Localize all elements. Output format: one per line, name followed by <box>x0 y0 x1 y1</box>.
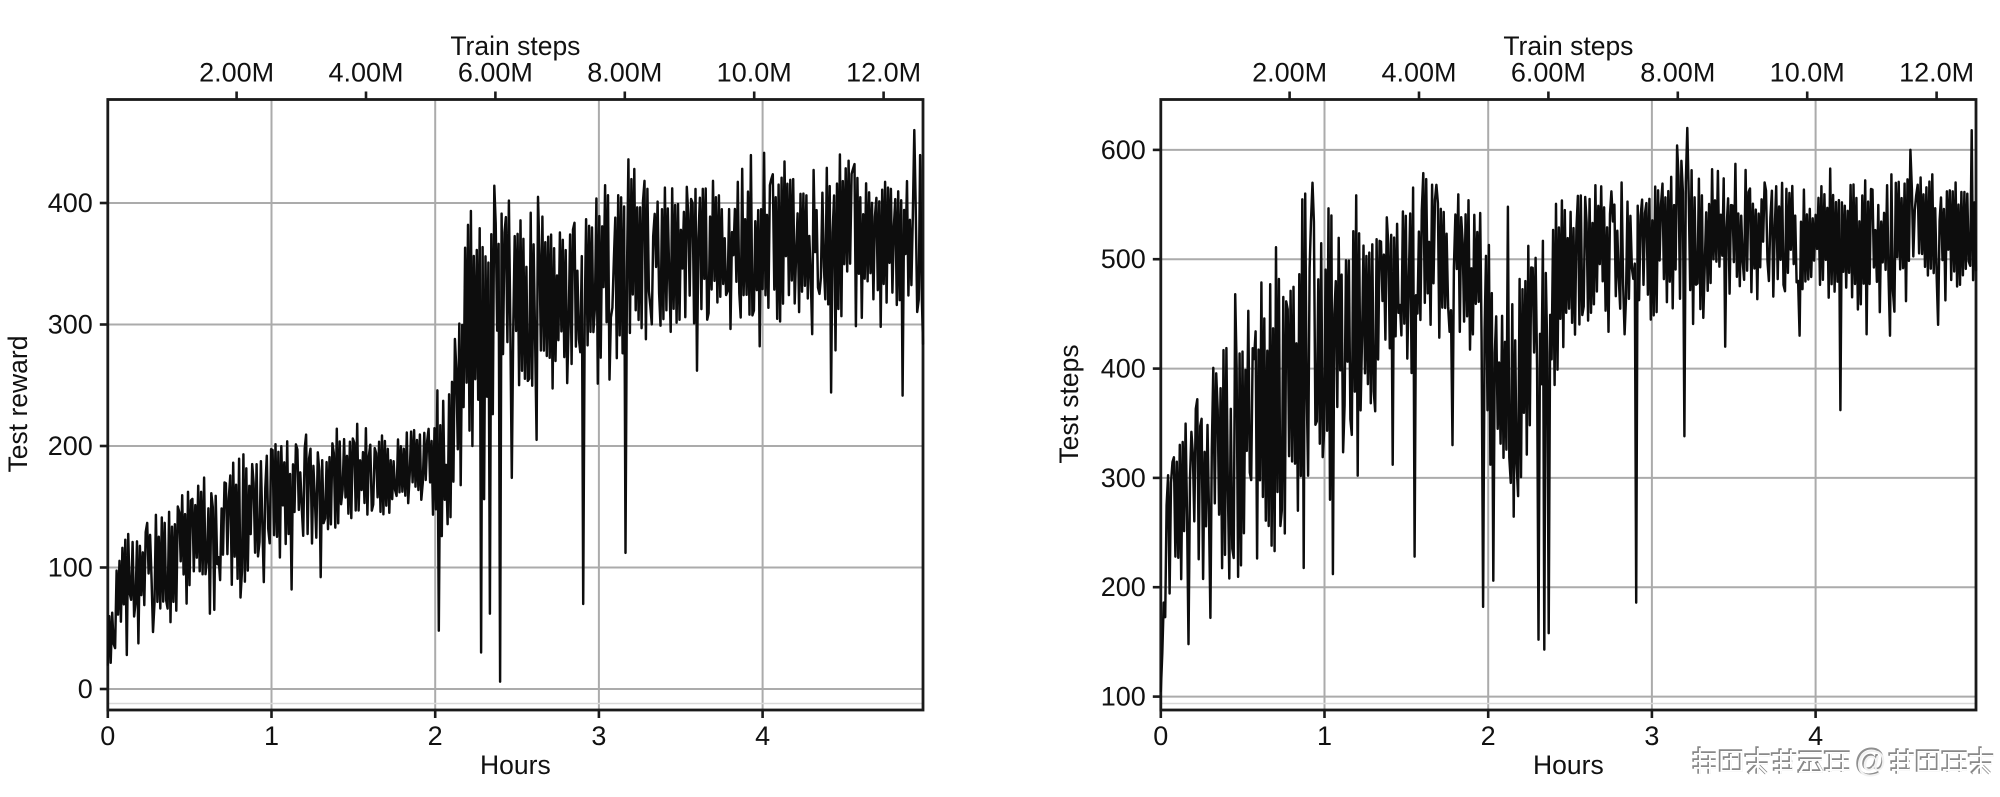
svg-text:10.0M: 10.0M <box>717 58 792 88</box>
svg-text:100: 100 <box>1101 682 1146 712</box>
svg-text:300: 300 <box>1101 463 1146 493</box>
svg-text:12.0M: 12.0M <box>1899 58 1974 88</box>
svg-text:6.00M: 6.00M <box>458 58 533 88</box>
svg-text:0: 0 <box>78 674 93 704</box>
svg-text:4.00M: 4.00M <box>328 58 403 88</box>
svg-text:@: @ <box>1854 742 1886 778</box>
svg-text:200: 200 <box>1101 572 1146 602</box>
svg-text:100: 100 <box>48 553 93 583</box>
svg-text:200: 200 <box>48 431 93 461</box>
svg-text:300: 300 <box>48 310 93 340</box>
svg-text:600: 600 <box>1101 135 1146 165</box>
svg-text:Hours: Hours <box>1533 750 1604 780</box>
svg-text:2.00M: 2.00M <box>199 58 274 88</box>
svg-text:8.00M: 8.00M <box>587 58 662 88</box>
svg-text:4: 4 <box>755 721 770 751</box>
svg-text:2.00M: 2.00M <box>1252 58 1327 88</box>
svg-text:4.00M: 4.00M <box>1381 58 1456 88</box>
svg-text:Test reward: Test reward <box>3 336 33 473</box>
svg-text:0: 0 <box>100 721 115 751</box>
svg-text:@: @ <box>1855 744 1886 779</box>
svg-text:400: 400 <box>1101 354 1146 384</box>
svg-text:0: 0 <box>1153 721 1168 751</box>
svg-text:6.00M: 6.00M <box>1511 58 1586 88</box>
svg-text:400: 400 <box>48 188 93 218</box>
svg-text:8.00M: 8.00M <box>1640 58 1715 88</box>
svg-text:2: 2 <box>1481 721 1496 751</box>
svg-text:Train steps: Train steps <box>1503 31 1633 61</box>
svg-text:500: 500 <box>1101 244 1146 274</box>
svg-text:3: 3 <box>1644 721 1659 751</box>
svg-text:4: 4 <box>1808 721 1823 751</box>
svg-text:10.0M: 10.0M <box>1770 58 1845 88</box>
svg-text:12.0M: 12.0M <box>846 58 921 88</box>
svg-text:Hours: Hours <box>480 750 551 780</box>
svg-text:2: 2 <box>428 721 443 751</box>
svg-text:3: 3 <box>591 721 606 751</box>
svg-text:1: 1 <box>264 721 279 751</box>
svg-text:1: 1 <box>1317 721 1332 751</box>
svg-text:Test steps: Test steps <box>1054 344 1084 463</box>
svg-text:Train steps: Train steps <box>450 31 580 61</box>
